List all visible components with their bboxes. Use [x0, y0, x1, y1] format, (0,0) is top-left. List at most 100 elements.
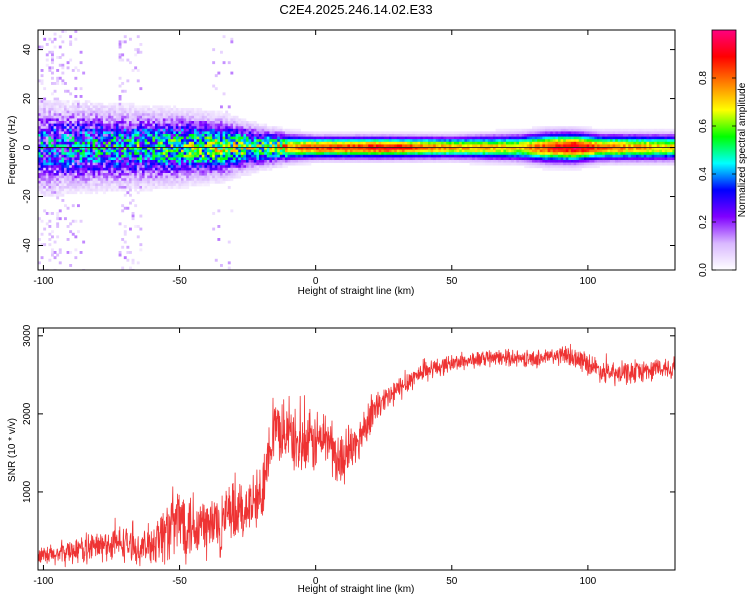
spectrogram-cell — [565, 126, 569, 130]
spectrogram-cell — [500, 154, 504, 158]
spectrogram-cell — [282, 154, 286, 158]
spectrogram-cell — [142, 115, 145, 119]
spectrogram-cell — [277, 149, 281, 153]
spectrogram-cell — [264, 128, 268, 132]
spectrogram-cell — [430, 154, 434, 158]
spectrogram-cell — [461, 131, 465, 135]
spectrogram-cell — [425, 147, 429, 150]
spectrogram-cell — [318, 149, 322, 153]
spectrogram-cell — [129, 178, 132, 182]
spectrogram-cell — [235, 136, 239, 140]
spectrogram-cell — [220, 264, 223, 267]
spectrogram-cell — [623, 139, 626, 143]
spectrogram-cell — [168, 152, 171, 156]
spectrogram-cell — [610, 128, 613, 132]
spectrogram-cell — [464, 154, 468, 158]
spectrogram-cell — [61, 40, 65, 44]
spectrogram-cell — [573, 139, 577, 143]
spectrogram-cell — [188, 162, 192, 166]
spectrogram-cell — [555, 167, 559, 171]
spectrogram-cell — [547, 165, 551, 169]
spectrogram-cell — [594, 162, 598, 166]
spectrogram-cell — [485, 131, 489, 135]
spectrogram-cell — [555, 165, 559, 169]
spectrogram-cell — [152, 144, 156, 148]
spectrogram-cell — [71, 108, 75, 111]
spectrogram-cell — [168, 144, 171, 148]
spectrogram-cell — [217, 170, 221, 174]
spectrogram-cell — [552, 162, 556, 166]
spectrogram-cell — [438, 160, 442, 163]
spectrogram-cell — [53, 136, 57, 140]
spectrogram-cell — [620, 152, 624, 156]
spectrogram-cell — [599, 144, 603, 148]
spectrogram-cell — [539, 141, 543, 145]
spectrogram-cell — [64, 178, 67, 182]
spectrogram-cell — [173, 123, 177, 127]
spectrogram-cell — [43, 209, 47, 213]
spectrogram-cell — [545, 131, 548, 135]
spectrogram-cell — [638, 152, 642, 156]
spectrogram-cell — [438, 139, 442, 143]
spectrogram-cell — [529, 165, 533, 169]
spectrogram-cell — [207, 173, 210, 176]
spectrogram-cell — [165, 105, 169, 109]
spectrogram-cell — [222, 154, 226, 158]
spectrogram-cell — [441, 131, 444, 135]
spectrogram-cell — [220, 180, 223, 184]
spectrogram-cell — [108, 121, 112, 124]
spectrogram-cell — [45, 149, 49, 153]
spectrogram-cell — [103, 173, 106, 176]
spectrogram-cell — [529, 136, 533, 140]
spectrogram-cell — [160, 170, 164, 174]
spectrogram-cell — [199, 157, 203, 161]
spectrogram-cell — [253, 160, 257, 163]
spectrogram-cell — [259, 126, 262, 130]
spectrogram-cell — [441, 157, 444, 161]
spectrogram-cell — [170, 141, 174, 145]
spectrogram-cell — [581, 160, 585, 163]
spectrogram-cell — [243, 152, 247, 156]
spectrogram-cell — [131, 139, 135, 143]
spectrogram-cell — [134, 178, 138, 182]
spectrogram-cell — [217, 180, 221, 184]
spectrogram-cell — [199, 123, 203, 127]
spectrogram-cell — [199, 149, 203, 153]
spectrogram-cell — [71, 152, 75, 156]
spectrogram-cell — [118, 131, 122, 135]
spectrogram-cell — [454, 141, 457, 145]
spectrogram-cell — [599, 131, 603, 135]
spectrogram-cell — [578, 131, 582, 135]
spectrogram-cell — [435, 154, 439, 158]
spectrogram-cell — [196, 144, 200, 148]
spectrogram-cell — [38, 178, 41, 182]
spectrogram-cell — [277, 126, 281, 130]
spectrogram-cell — [170, 157, 174, 161]
spectrogram-cell — [555, 141, 559, 145]
spectrogram-cell — [521, 141, 525, 145]
spectrogram-cell — [147, 108, 151, 111]
spectrogram-cell — [446, 134, 450, 137]
spectrogram-cell — [581, 162, 585, 166]
spectrogram-cell — [53, 154, 57, 158]
spectrogram-cell — [493, 136, 496, 140]
spectrogram-cell — [472, 149, 476, 153]
spectrogram-cell — [506, 128, 509, 132]
spectrogram-cell — [383, 139, 387, 143]
spectrogram-cell — [578, 128, 582, 132]
spectrogram-cell — [599, 141, 603, 145]
spectrogram-cell — [170, 108, 174, 111]
spectrogram-cell — [48, 219, 52, 223]
spectrogram-cell — [155, 118, 158, 122]
spectrogram-cell — [282, 160, 286, 163]
spectrogram-cell — [160, 149, 164, 153]
spectrogram-cell — [638, 134, 642, 137]
spectrogram-cell — [118, 180, 122, 184]
spectrogram-cell — [469, 160, 473, 163]
spectrogram-cell — [493, 131, 496, 135]
spectrogram-cell — [105, 178, 109, 182]
spectrogram-cell — [100, 128, 104, 132]
spectrogram-cell — [45, 53, 49, 57]
spectrogram-cell — [79, 175, 83, 179]
spectrogram-cell — [157, 157, 161, 161]
